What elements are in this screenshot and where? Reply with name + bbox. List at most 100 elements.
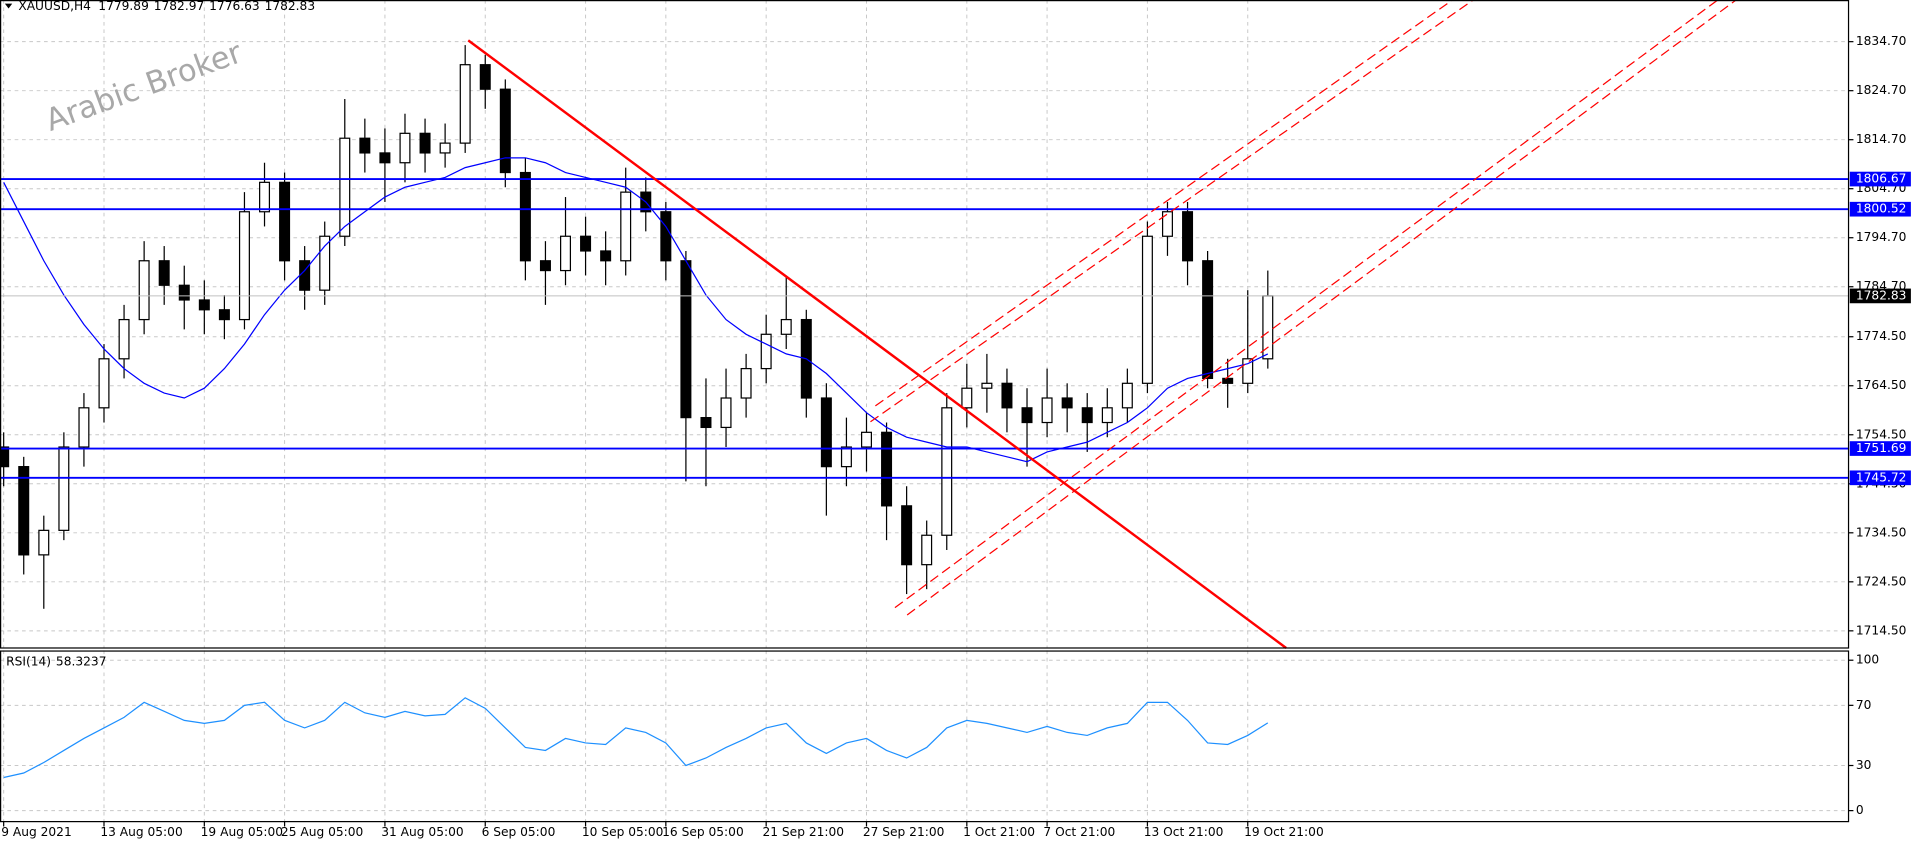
x-tick-label: 6 Sep 05:00: [482, 825, 556, 839]
candle-body: [379, 152, 391, 164]
candle-body: [700, 417, 712, 429]
moving-average: [3, 157, 1269, 463]
x-tick-label: 19 Aug 05:00: [201, 825, 283, 839]
y-tick-label: 1764.50: [1856, 378, 1907, 392]
candle-body: [600, 250, 612, 262]
candle-body: [479, 64, 491, 90]
candle-body: [620, 191, 632, 262]
x-tick-label: 16 Sep 05:00: [662, 825, 744, 839]
symbol: XAUUSD,H4: [18, 0, 91, 13]
rsi-title: RSI(14): [6, 654, 51, 668]
candle-body: [860, 431, 872, 448]
rsi-current: 58.3237: [56, 654, 107, 668]
candle-body: [881, 431, 893, 507]
candle-body: [921, 534, 933, 566]
x-tick-label: 10 Sep 05:00: [582, 825, 664, 839]
x-tick-label: 25 Aug 05:00: [281, 825, 363, 839]
candle-body: [1242, 358, 1254, 384]
high: 1782.97: [154, 0, 205, 13]
candle-body: [158, 260, 170, 286]
candle-body: [1081, 407, 1093, 424]
x-tick-label: 19 Oct 21:00: [1244, 825, 1324, 839]
candle-body: [58, 446, 70, 531]
main-frame: [0, 0, 1850, 649]
candle-body: [459, 64, 471, 144]
y-tick-label: 1734.50: [1856, 525, 1907, 539]
marks: [0, 45, 1849, 779]
candle-body: [1182, 211, 1194, 262]
candle-body: [1202, 260, 1214, 380]
header: XAUUSD,H4 1779.89 1782.97 1776.63 1782.83: [18, 0, 315, 13]
y-tick-label: 30: [1856, 758, 1872, 772]
candle-body: [238, 211, 250, 321]
rsi-line: [3, 697, 1269, 779]
candle-body: [760, 333, 772, 370]
level-label-box: [1849, 201, 1911, 217]
level-label: 1751.69: [1856, 441, 1907, 455]
candle-body: [1041, 397, 1053, 424]
candle-body: [680, 260, 692, 419]
y-tick-label: 70: [1856, 698, 1872, 712]
x-tick-label: 13 Aug 05:00: [100, 825, 182, 839]
candle-body: [18, 466, 30, 556]
candle-body: [519, 171, 531, 262]
candle-body: [38, 529, 50, 556]
y-tick-label: 0: [1856, 803, 1864, 817]
y-tick-label: 1794.70: [1856, 230, 1907, 244]
candle-body: [1101, 407, 1113, 424]
y-tick-label: 1714.50: [1856, 623, 1907, 637]
x-tick-label: 21 Sep 21:00: [762, 825, 844, 839]
candle-body: [218, 309, 230, 321]
y-tick-label: 1754.50: [1856, 427, 1907, 441]
candle-body: [780, 318, 792, 335]
candle-body: [1001, 382, 1013, 409]
candle-body: [198, 299, 210, 311]
channel-line: [875, 0, 1453, 407]
candle-body: [178, 284, 190, 301]
menu-arrow[interactable]: [4, 3, 13, 9]
candle-body: [78, 407, 90, 448]
last-price-box: [1849, 288, 1911, 304]
y-tick-label: 1834.70: [1856, 34, 1907, 48]
x-tick-label: 31 Aug 05:00: [381, 825, 463, 839]
y-tick-label: 1814.70: [1856, 132, 1907, 146]
candle-body: [941, 407, 953, 536]
x-tick-label: 27 Sep 21:00: [863, 825, 945, 839]
candle-body: [399, 132, 411, 164]
candle-body: [439, 142, 451, 154]
candle-body: [961, 387, 973, 409]
candle-body: [499, 88, 511, 174]
close: 1782.83: [265, 0, 316, 13]
candle-body: [98, 358, 110, 409]
axes: 1714.501724.501734.501744.501754.501764.…: [1, 34, 1911, 839]
candle-body: [339, 137, 351, 237]
level-label: 1800.52: [1856, 202, 1907, 216]
candle-body: [1121, 382, 1133, 409]
level-label-box: [1849, 470, 1911, 486]
level-label: 1806.67: [1856, 172, 1907, 186]
candle-body: [1021, 407, 1033, 424]
candle-body: [118, 318, 130, 360]
channel-line: [906, 0, 1737, 616]
level-label-box: [1849, 441, 1911, 456]
trend-line: [467, 39, 1287, 649]
rsi-frame: [0, 650, 1850, 823]
candle-body: [1141, 235, 1153, 384]
candle-body: [901, 505, 913, 566]
candle-body: [981, 382, 993, 389]
x-tick-label: 7 Oct 21:00: [1043, 825, 1115, 839]
candle-body: [820, 397, 832, 468]
x-tick-label: 9 Aug 2021: [1, 825, 71, 839]
candle-body: [580, 235, 592, 252]
open: 1779.89: [98, 0, 149, 13]
last-price-label: 1782.83: [1856, 288, 1907, 302]
y-tick-label: 100: [1856, 653, 1879, 667]
candle-body: [279, 181, 291, 262]
y-tick-label: 1724.50: [1856, 574, 1907, 588]
candle-body: [359, 137, 371, 154]
candle-body: [560, 235, 572, 272]
y-tick-label: 1824.70: [1856, 83, 1907, 97]
